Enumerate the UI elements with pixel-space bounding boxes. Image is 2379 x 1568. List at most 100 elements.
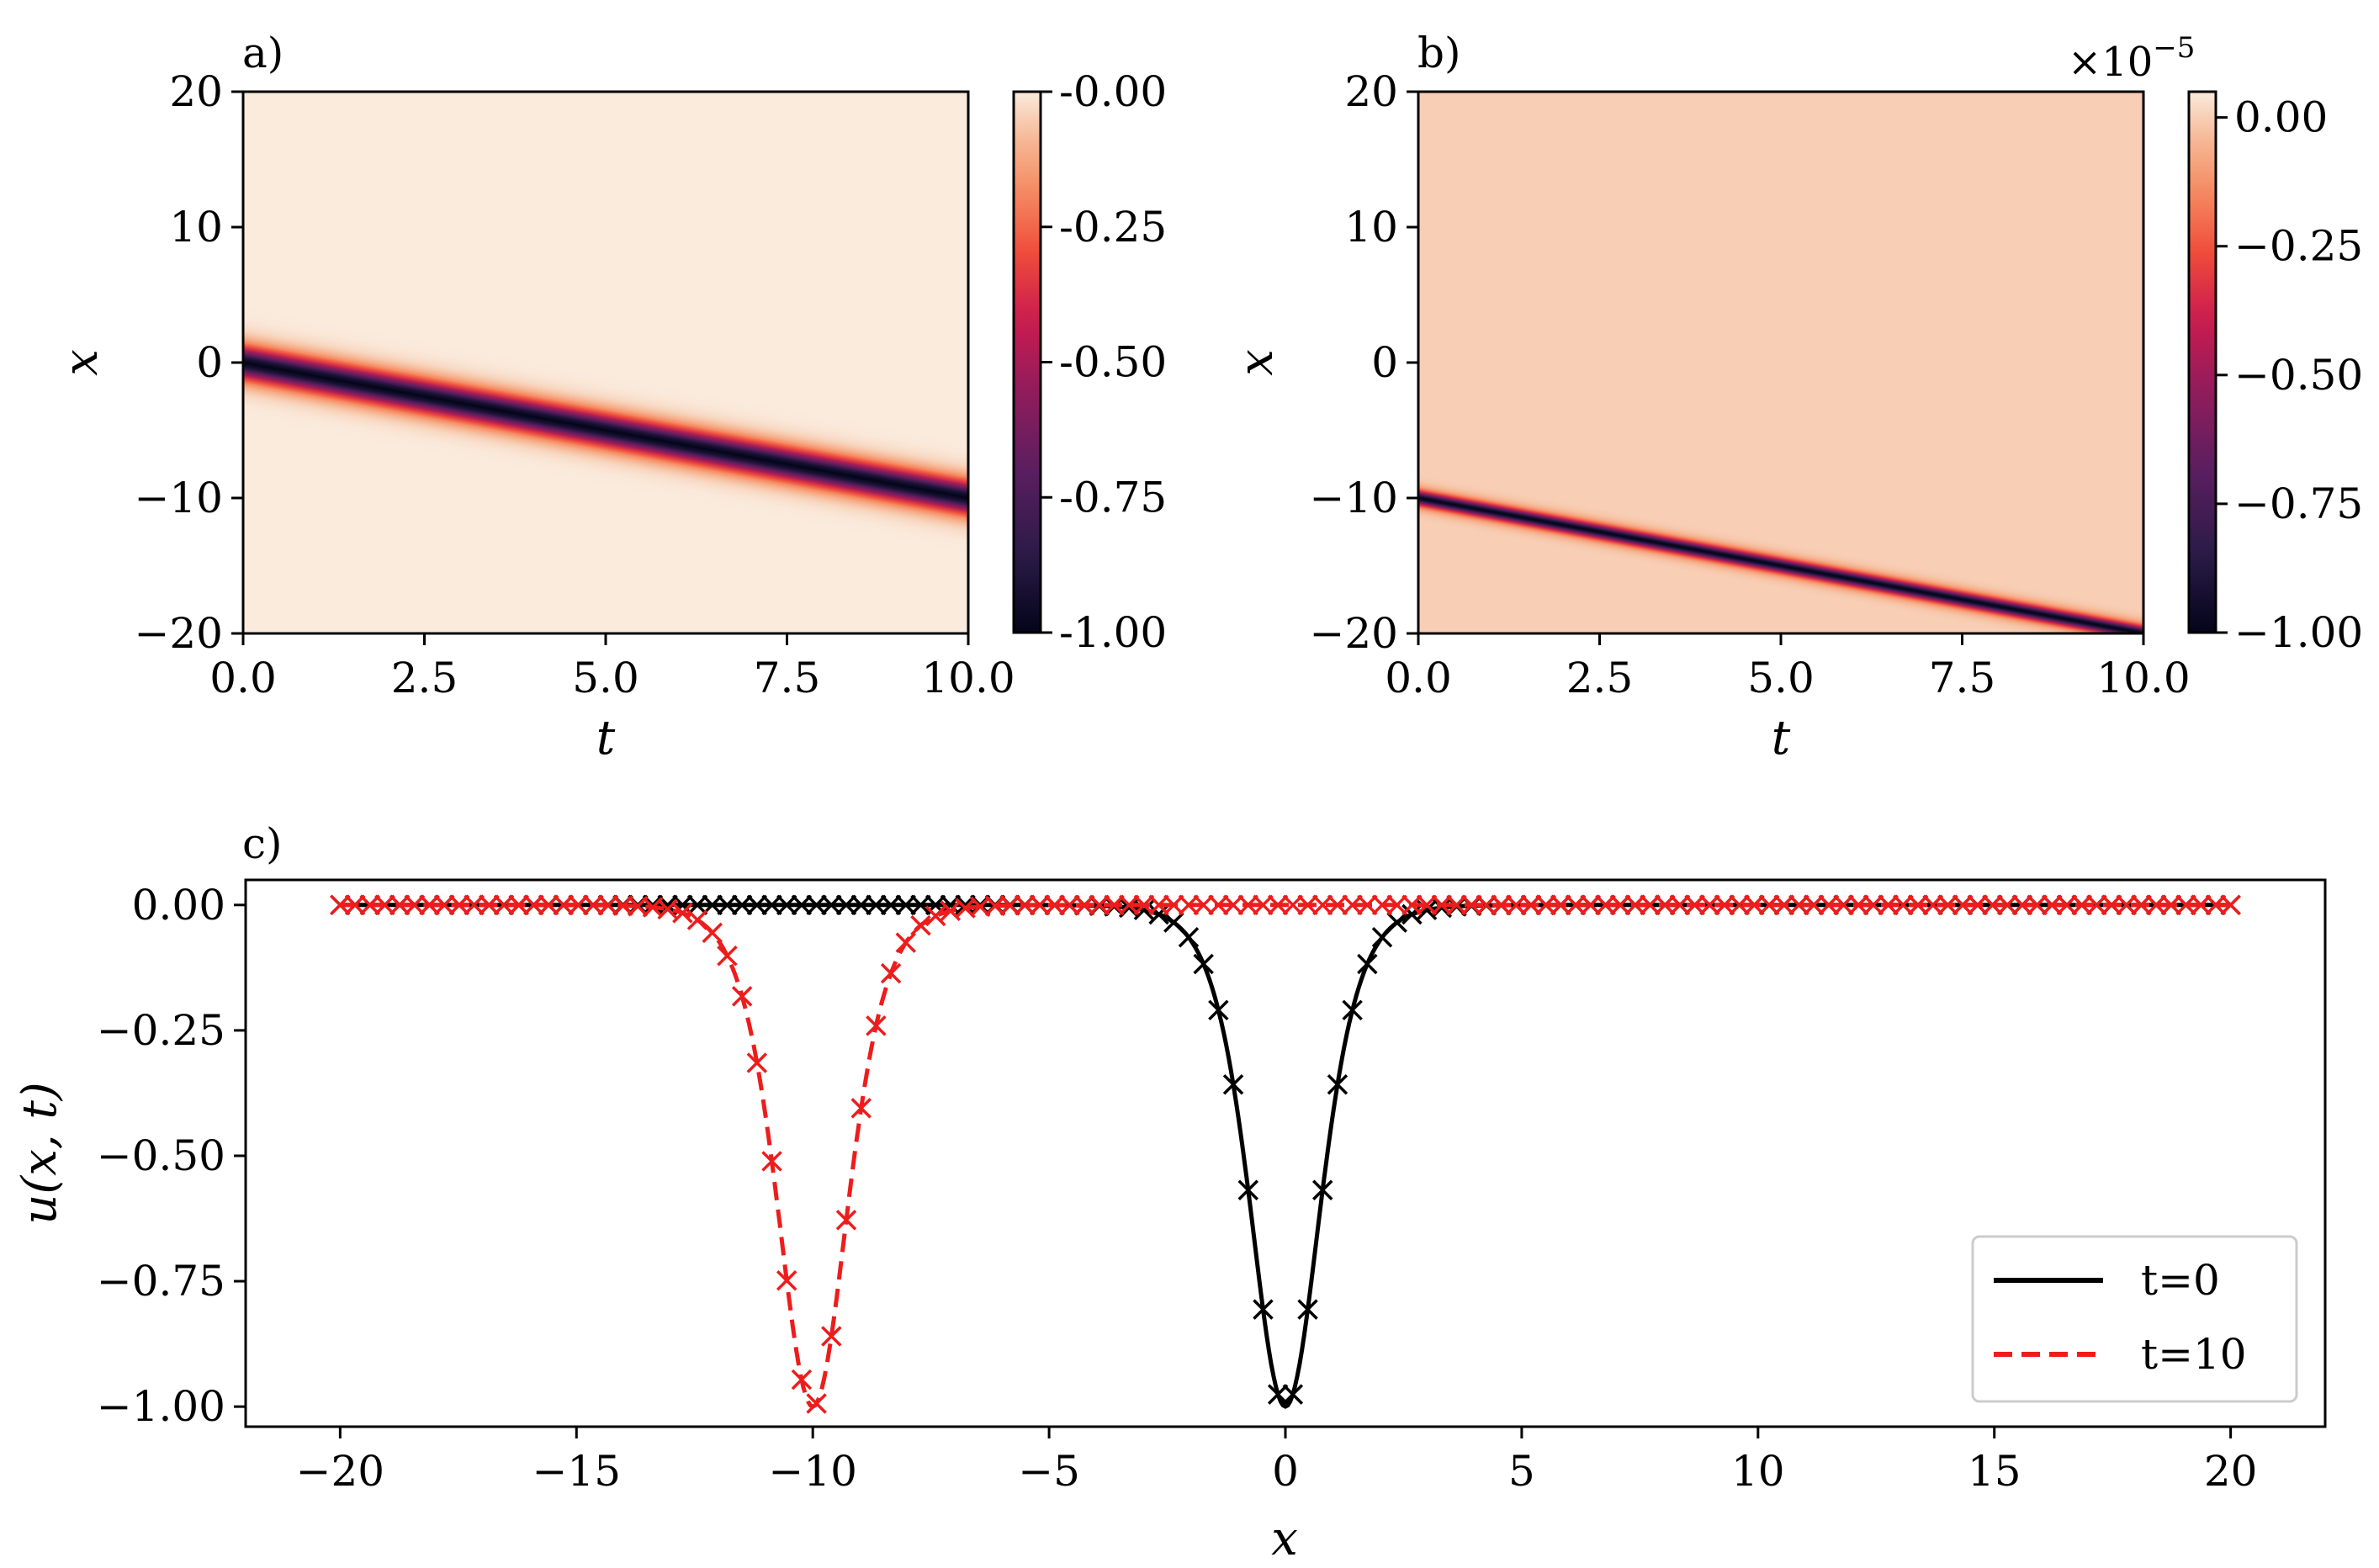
data-point-marker [850, 1098, 872, 1119]
data-point-marker [1833, 894, 1854, 916]
data-point-marker [1118, 894, 1140, 916]
panel-b-colorbar-multiplier: ×10−5 [2068, 31, 2195, 86]
a-colorbar-tick-label: -0.50 [1059, 338, 1167, 387]
data-point-marker [1520, 894, 1542, 916]
data-point-marker [1506, 894, 1527, 916]
panel-b: b) 0.0 2.5 5.0 7.5 10.0 20 10 0 −10 −20 t x 0.00… [1229, 29, 2363, 765]
panel-a-heatmap [243, 92, 968, 633]
data-point-marker [1669, 894, 1691, 916]
data-point-marker [493, 894, 515, 916]
data-point-marker [2175, 894, 2196, 916]
data-point-marker [419, 894, 440, 916]
data-point-marker [880, 894, 902, 916]
b-colorbar-tick-label: 0.00 [2234, 93, 2328, 142]
data-point-marker [1565, 894, 1587, 916]
c-y-tick-label: −0.25 [97, 1006, 225, 1055]
data-point-marker [2160, 894, 2182, 916]
data-point-marker [448, 894, 470, 916]
data-point-marker [1222, 894, 1244, 916]
data-point-marker [880, 962, 902, 984]
data-point-marker [1163, 894, 1184, 916]
data-point-marker [1699, 894, 1720, 916]
data-point-marker [2101, 894, 2122, 916]
b-x-tick-label: 7.5 [1929, 654, 1996, 702]
data-point-marker [702, 922, 723, 944]
data-point-marker [479, 894, 500, 916]
a-y-tick-label: −20 [134, 609, 223, 658]
data-point-marker [895, 932, 917, 953]
data-point-marker [1386, 894, 1407, 916]
data-point-marker [1133, 894, 1155, 916]
a-y-tick-label: −10 [134, 474, 223, 522]
data-point-marker [657, 898, 678, 920]
b-colorbar-tick-label: −1.00 [2234, 608, 2363, 657]
data-point-marker [1342, 999, 1363, 1021]
c-x-tick-label: −15 [532, 1447, 622, 1496]
data-point-marker [1029, 894, 1051, 916]
data-point-marker [2145, 894, 2167, 916]
data-point-marker [791, 894, 813, 916]
data-point-marker [1878, 894, 1899, 916]
panel-b-x-ticks: 0.0 2.5 5.0 7.5 10.0 [1385, 633, 2191, 702]
data-point-marker [1237, 1179, 1258, 1201]
data-point-marker [806, 1393, 827, 1414]
data-point-marker [597, 894, 619, 916]
data-point-marker [1788, 894, 1809, 916]
data-point-marker [1416, 894, 1438, 916]
b-colorbar-tick-label: −0.50 [2234, 351, 2363, 400]
data-point-marker [2220, 894, 2241, 916]
b-y-tick-label: 0 [1371, 338, 1398, 387]
data-point-marker [1907, 894, 1929, 916]
data-point-marker [1684, 894, 1705, 916]
data-point-marker [1729, 894, 1750, 916]
data-point-marker [389, 894, 411, 916]
b-x-tick-label: 5.0 [1747, 654, 1815, 702]
data-point-marker [1460, 894, 1482, 916]
c-x-tick-label: −10 [768, 1447, 857, 1496]
b-x-tick-label: 10.0 [2096, 654, 2190, 702]
panel-a-colorbar: -0.00 -0.25 -0.50 -0.75 -1.00 [1012, 67, 1167, 657]
data-point-marker [1297, 1299, 1318, 1320]
data-point-marker [1818, 894, 1840, 916]
a-x-tick-label: 0.0 [209, 654, 277, 702]
panel-c-y-label: u(x, t) [13, 1082, 67, 1224]
a-x-tick-label: 5.0 [572, 654, 639, 702]
a-x-tick-label: 7.5 [754, 654, 821, 702]
data-point-marker [821, 894, 842, 916]
data-point-marker [1401, 894, 1423, 916]
data-point-marker [1982, 894, 2003, 916]
c-x-tick-label: −5 [1018, 1447, 1080, 1496]
data-point-marker [866, 1015, 887, 1036]
data-point-marker [1312, 1179, 1333, 1201]
data-point-marker [999, 895, 1020, 916]
a-x-tick-label: 10.0 [921, 654, 1015, 702]
c-x-tick-label: 15 [1968, 1447, 2021, 1496]
data-point-marker [1059, 894, 1080, 916]
data-point-marker [850, 894, 872, 916]
data-point-marker [672, 903, 693, 924]
series-markers-t=10 [330, 894, 2241, 1414]
data-point-marker [2131, 894, 2152, 916]
data-point-marker [433, 894, 455, 916]
data-point-marker [835, 894, 857, 916]
data-point-marker [538, 894, 559, 916]
data-point-marker [686, 894, 708, 916]
data-point-marker [1312, 894, 1333, 916]
data-point-marker [1178, 894, 1200, 916]
data-point-marker [1922, 894, 1943, 916]
data-point-marker [776, 1269, 797, 1291]
a-x-tick-label: 2.5 [391, 654, 458, 702]
data-point-marker [1222, 1073, 1244, 1095]
c-x-tick-label: −20 [296, 1447, 385, 1496]
data-point-marker [746, 894, 768, 916]
data-point-marker [686, 909, 708, 930]
panel-a-x-label: t [596, 711, 616, 765]
data-point-marker [1193, 953, 1214, 975]
data-point-marker [1282, 894, 1304, 916]
data-point-marker [1595, 894, 1616, 916]
data-point-marker [582, 894, 604, 916]
data-point-marker [866, 894, 887, 916]
legend-box [1971, 1235, 2298, 1403]
data-point-marker [374, 894, 395, 916]
c-x-tick-label: 10 [1731, 1447, 1785, 1496]
